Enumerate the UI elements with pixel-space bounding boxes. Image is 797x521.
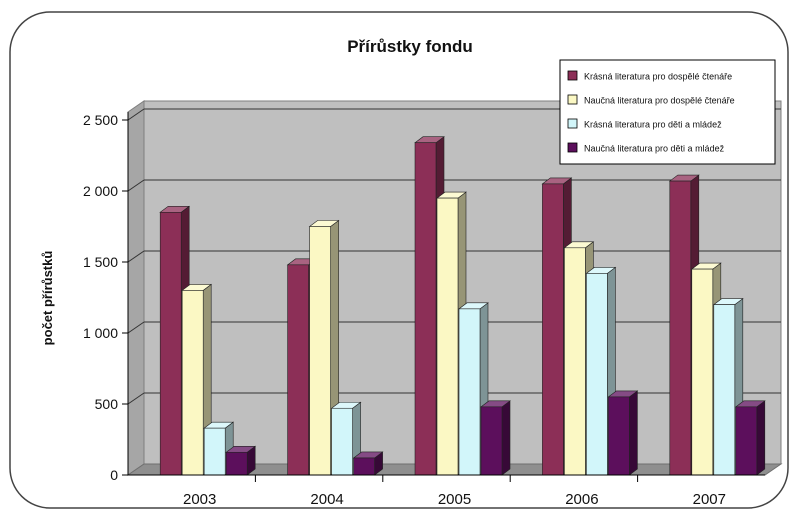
y-tick-label: 0: [110, 467, 118, 483]
gridline-side: [127, 321, 145, 334]
bar-front: [181, 290, 204, 476]
gridline-side: [127, 179, 145, 192]
bar-front: [414, 142, 437, 476]
legend-swatch: [567, 118, 578, 129]
y-tick-label: 2 000: [83, 183, 118, 199]
legend-item-1: Krásná literatura pro dospělé čtenáře: [567, 70, 732, 82]
legend-label: Krásná literatura pro děti a mládež: [584, 120, 722, 130]
y-tick-label: 2 500: [83, 112, 118, 128]
legend-item-2: Naučná literatura pro dospělé čtenáře: [567, 94, 735, 106]
bar-front: [287, 264, 309, 476]
bar-front: [331, 407, 353, 476]
legend-swatch: [567, 142, 578, 153]
bar-front: [586, 273, 608, 476]
bar-2005-4: [480, 400, 511, 476]
bar-front: [669, 180, 692, 476]
bar-front: [691, 268, 714, 476]
legend-item-4: Naučná literatura pro děti a mládež: [567, 142, 725, 154]
bar-front: [735, 406, 758, 476]
x-tick-label: 2007: [693, 491, 726, 508]
bar-front: [608, 396, 630, 476]
bar-front: [542, 183, 564, 476]
bar-front: [203, 427, 226, 476]
plot-area: 0 500 1 000 1 500 2 000 2 500 2003 2004 2005 2006…: [83, 100, 783, 508]
gridline-side: [127, 250, 145, 263]
legend-swatch: [567, 94, 578, 105]
chart-title: Přírůstky fondu: [347, 37, 473, 56]
bar-side: [756, 400, 766, 476]
legend-swatch: [567, 70, 578, 81]
bar-front: [480, 406, 503, 476]
bar-2006-4: [607, 390, 639, 476]
x-tick-label: 2003: [183, 491, 216, 508]
bar-front: [458, 308, 481, 476]
bar-front: [159, 212, 182, 476]
bar-2004-4: [352, 451, 384, 476]
bar-front: [309, 226, 331, 476]
legend-label: Naučná literatura pro dospělé čtenáře: [584, 96, 735, 106]
side-wall: [127, 100, 145, 476]
bar-front: [436, 197, 459, 476]
bar-side: [629, 390, 638, 476]
x-tick-label: 2006: [565, 491, 598, 508]
bar-front: [225, 451, 248, 476]
legend-item-3: Krásná literatura pro děti a mládež: [567, 118, 722, 130]
y-tick-label: 1 000: [83, 325, 118, 341]
legend-box: [559, 59, 776, 165]
bar-front: [564, 247, 586, 476]
y-tick-label: 500: [95, 396, 119, 412]
legend-label: Krásná literatura pro dospělé čtenáře: [584, 72, 732, 82]
y-axis-label: počet přírůstků: [40, 251, 55, 346]
legend-label: Naučná literatura pro děti a mládež: [584, 144, 725, 154]
bar-2003-4: [225, 445, 257, 476]
y-tick-label: 1 500: [83, 254, 118, 270]
bar-2007-4: [734, 400, 766, 476]
x-tick-label: 2005: [438, 491, 471, 508]
bar-side: [501, 400, 511, 476]
gridline-side: [127, 108, 145, 121]
x-tick-label: 2004: [310, 491, 343, 508]
gridline-side: [127, 392, 145, 405]
bar-front: [353, 457, 375, 476]
bar-front: [713, 304, 736, 476]
legend: Krásná literatura pro dospělé čtenáře Nau…: [559, 59, 776, 165]
